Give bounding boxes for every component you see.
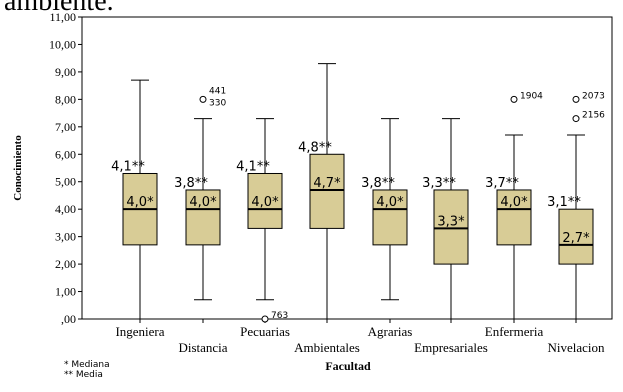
x-tick-label: Ingeniera	[115, 324, 164, 339]
outlier-label: 1904	[520, 91, 543, 101]
y-tick-label: 11,00	[49, 10, 76, 24]
mean-label: 3,7**	[485, 176, 519, 191]
y-tick-label: 8,00	[55, 92, 76, 106]
outlier-label: 441	[209, 86, 226, 96]
box	[247, 172, 283, 229]
x-tick-label: Enfermeria	[485, 324, 544, 339]
median-label: 4,0*	[189, 195, 217, 210]
page-header-fragment: ambiente.	[4, 0, 114, 17]
outlier-label: 763	[271, 311, 288, 321]
median-label: 4,0*	[500, 195, 528, 210]
x-tick-label: Ambientales	[294, 340, 360, 355]
box	[185, 189, 221, 246]
mean-label: 4,1**	[236, 159, 270, 174]
outlier-point	[261, 315, 269, 323]
mean-label: 3,1**	[547, 195, 581, 210]
box	[433, 189, 469, 265]
y-tick-label: 5,00	[55, 175, 76, 189]
footnote-mean: ** Media	[64, 370, 103, 380]
median-label: 4,0*	[251, 195, 279, 210]
mean-label: 3,3**	[422, 176, 456, 191]
outlier-label: 330	[209, 98, 226, 108]
x-tick-label: Agrarias	[368, 324, 413, 339]
median-label: 3,3*	[437, 214, 465, 229]
median-label: 4,0*	[376, 195, 404, 210]
x-axis-label: Facultad	[325, 359, 371, 373]
mean-label: 3,8**	[361, 176, 395, 191]
mean-label: 3,8**	[174, 176, 208, 191]
y-tick-label: 1,00	[55, 285, 76, 299]
y-tick-label: 9,00	[55, 65, 76, 79]
x-tick-label: Pecuarias	[240, 324, 290, 339]
median-label: 2,7*	[562, 231, 590, 246]
median-label: 4,7*	[313, 176, 341, 191]
footnote-median: * Mediana	[64, 360, 110, 370]
y-tick-label: 4,00	[55, 202, 76, 216]
outlier-point	[572, 115, 580, 123]
y-axis-label: Conocimiento	[12, 135, 24, 201]
box	[372, 189, 408, 246]
x-tick-label: Empresariales	[414, 340, 488, 355]
y-tick-label: 2,00	[55, 257, 76, 271]
y-tick-label: 3,00	[55, 230, 76, 244]
y-tick-label: ,00	[61, 312, 76, 326]
mean-label: 4,8**	[298, 140, 332, 155]
box	[496, 189, 532, 246]
outlier-point	[199, 95, 207, 103]
outlier-label: 2073	[582, 91, 605, 101]
median-label: 4,0*	[126, 195, 154, 210]
box	[309, 153, 345, 229]
plot-frame	[81, 16, 613, 320]
y-tick-label: 10,00	[49, 37, 76, 51]
outlier-label: 2156	[582, 111, 605, 121]
x-tick-label: Nivelacion	[547, 340, 605, 355]
outlier-point	[572, 95, 580, 103]
mean-label: 4,1**	[111, 159, 145, 174]
x-tick-label: Distancia	[178, 340, 227, 355]
y-tick-label: 7,00	[55, 120, 76, 134]
box	[558, 208, 594, 265]
y-tick-label: 6,00	[55, 147, 76, 161]
outlier-point	[510, 95, 518, 103]
